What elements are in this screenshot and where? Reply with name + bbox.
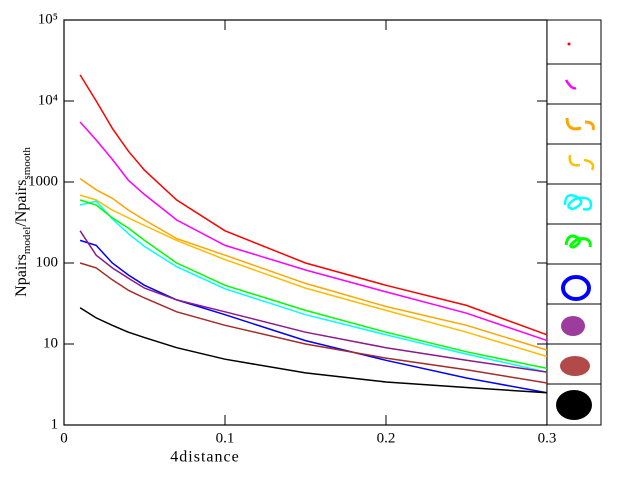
thumb-blue: [561, 275, 591, 301]
thumb-brown: [560, 356, 590, 376]
thumb-magenta: [564, 79, 577, 90]
thumb-dividers: [547, 63, 601, 385]
y-tick-label: 1: [51, 416, 59, 432]
thumb-orange: [565, 117, 595, 131]
y-tick-label: 100: [36, 254, 59, 270]
series-line: [79, 307, 548, 394]
x-axis-label: 4distance: [170, 449, 239, 466]
series-line: [79, 200, 548, 373]
y-label-sub: smooth: [21, 147, 33, 180]
series-line: [79, 262, 548, 384]
thumb-red: [567, 42, 571, 46]
thumb-black: [556, 390, 592, 420]
series-line: [79, 230, 548, 373]
x-tick-label: 0.2: [377, 430, 396, 446]
y-label-sub: model: [21, 227, 33, 255]
y-tick-label: 10: [43, 335, 58, 351]
y-tick-label: 1000: [28, 173, 58, 189]
series-line: [79, 199, 548, 370]
series-line: [79, 74, 548, 336]
x-tick-label: 0.1: [216, 430, 235, 446]
series-line: [79, 121, 548, 342]
y-label-part: /Npairs: [13, 180, 30, 227]
y-axis-label: Npairsmodel/Npairssmooth: [13, 147, 33, 297]
thumb-green: [564, 234, 592, 249]
x-tick-label: 0: [60, 430, 68, 446]
series-line: [79, 177, 548, 351]
y-tick-label: 10⁴: [38, 92, 58, 108]
y-tick-label: 10⁵: [38, 11, 58, 27]
x-tick-label: 0.3: [538, 430, 557, 446]
y-label-part: Npairs: [13, 254, 30, 297]
thumb-cyan: [563, 194, 593, 211]
thumb-purple: [561, 316, 585, 336]
thumb-gold: [568, 154, 595, 171]
thumbnails: [546, 19, 602, 426]
series-line: [79, 194, 548, 358]
